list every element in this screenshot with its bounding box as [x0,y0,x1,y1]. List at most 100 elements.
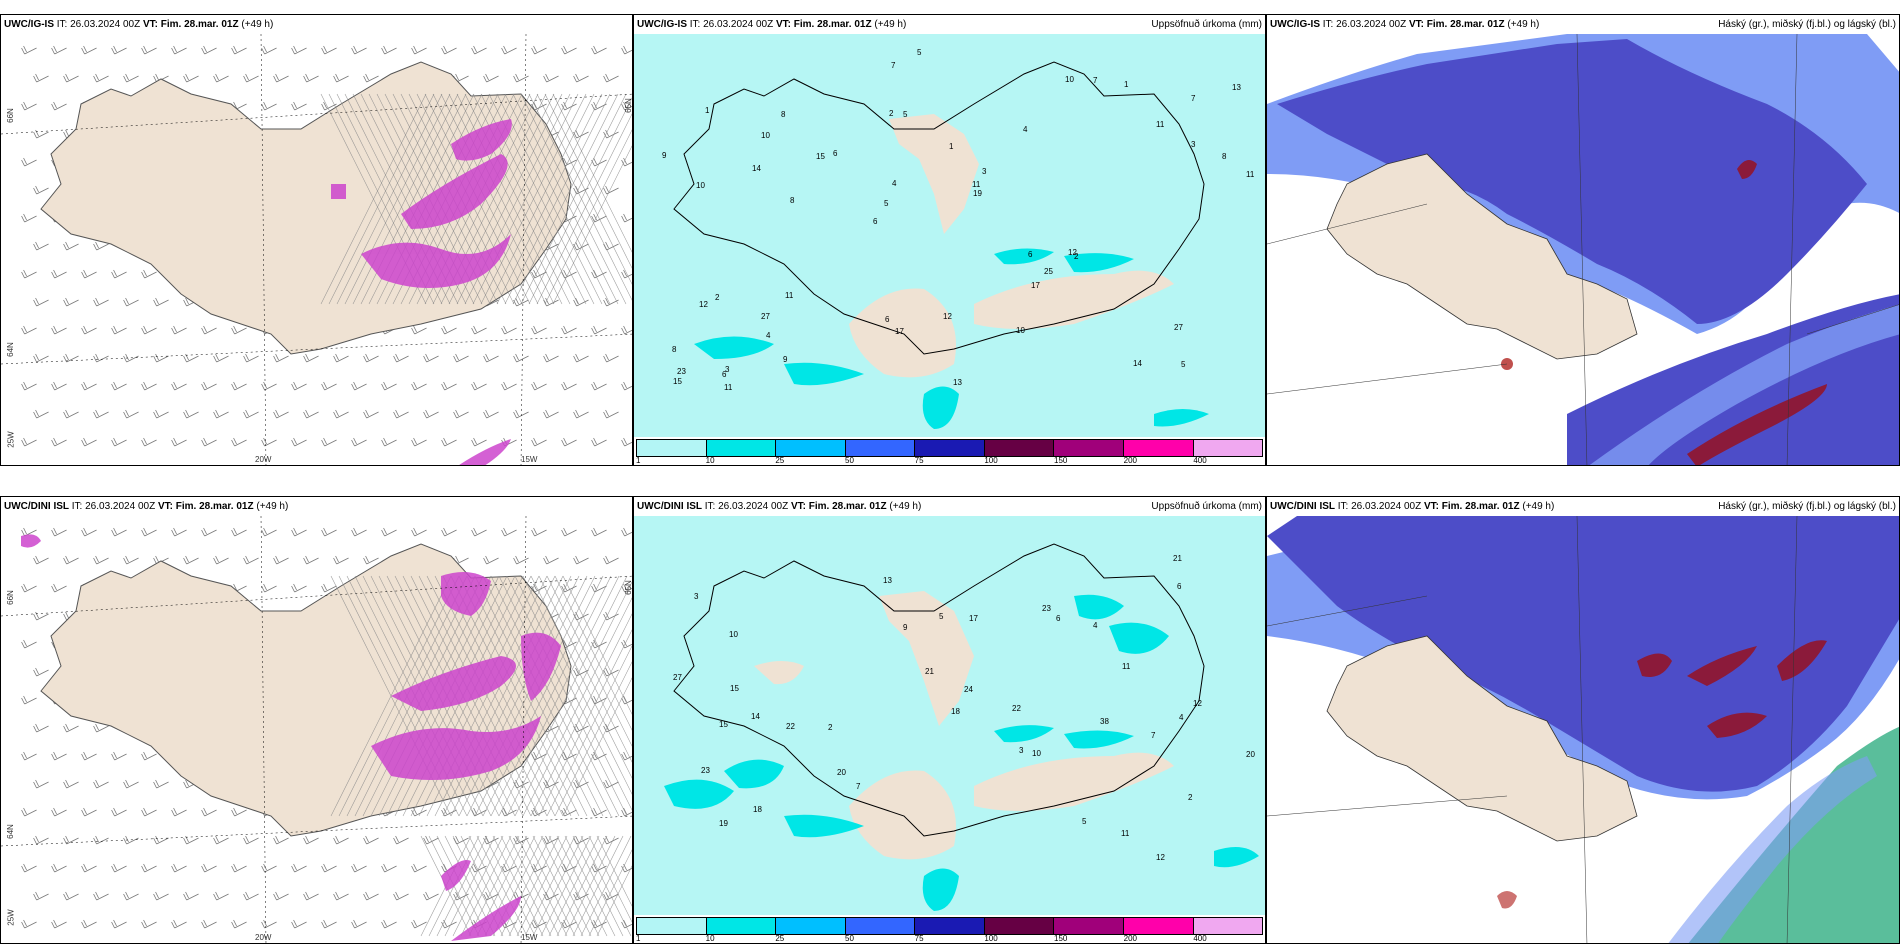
colorbar-tick-label: 50 [845,934,854,943]
wind-barb [333,891,349,901]
wind-barb [363,835,379,845]
wind-barb [561,325,577,335]
wind-barb [573,241,589,251]
header-left: UWC/DINI ISL IT: 26.03.2024 00Z VT: Fim.… [637,501,922,512]
wind-barb [393,409,409,419]
hatch-line [572,835,624,937]
hatch-line [460,835,512,937]
wind-barb [231,381,247,391]
header-right: Háský (gr.), miðský (fj.bl.) og lágský (… [1718,19,1896,30]
wind-barb [261,919,277,929]
wind-barb [621,751,632,761]
colorbar: 1 10 25 50 75 100 150 200 400 [634,915,1265,943]
precip-value-label: 5 [1082,817,1087,826]
iceland-landmass-visible [1326,635,1638,842]
wind-barb [351,381,367,391]
wind-barb [621,45,632,55]
precip-value-label: 14 [1133,359,1142,368]
wind-barb [621,639,632,649]
wind-barb [51,919,67,929]
hatch-line [556,835,608,937]
wind-barb [201,807,217,817]
wind-barb [21,583,37,593]
precip-value-label: 7 [1093,76,1098,85]
precip-value-label: 5 [939,612,944,621]
wind-barb [483,555,499,565]
colorbar-swatch [845,918,916,934]
precip-value-label: 2 [828,723,833,732]
wind-barb [291,919,307,929]
wind-barb [381,45,397,55]
wind-barb [603,353,619,363]
wind-barb [411,437,427,447]
hatch-line [496,93,603,305]
iceland-coastline [673,543,1205,837]
graticule [1,34,632,465]
wind-barb [531,381,547,391]
wind-precip-map [1,516,632,943]
header-left: UWC/DINI ISL IT: 26.03.2024 00Z VT: Fim.… [4,501,289,512]
panel-top-middle: UWC/IG-IS IT: 26.03.2024 00Z VT: Fim. 28… [633,14,1266,466]
precip-value-label: 27 [673,673,682,682]
wind-barb [291,863,307,873]
precip-value-label: 13 [953,378,962,387]
wind-barb [333,353,349,363]
wind-barb [441,527,457,537]
wind-barb [21,919,37,929]
precip-value-label: 10 [729,630,738,639]
colorbar-swatch [915,918,985,934]
precip-value-label: 3 [1019,746,1024,755]
hatch-line [506,575,628,817]
wind-barb [561,807,577,817]
wind-barb [303,835,319,845]
wind-barb [111,527,127,537]
colorbar-tick-label: 100 [984,934,998,943]
wind-barb [33,779,49,789]
hatch-line [328,93,435,305]
hatch-line [554,661,632,817]
wind-barb [441,437,457,447]
wind-barb [141,437,157,447]
iceland-landmass [889,114,979,234]
wind-barb [81,381,97,391]
wind-barb [591,437,607,447]
precip-value-label: 17 [969,614,978,623]
wind-barb [543,409,559,419]
wind-barb [171,381,187,391]
wind-barb [21,751,37,761]
wind-barb [453,835,469,845]
wind-barb [141,381,157,391]
wind-barb [531,45,547,55]
wind-barb [21,639,37,649]
wind-barb [513,353,529,363]
precip-value-label: 21 [1173,554,1182,563]
colorbar-swatch [1123,440,1194,456]
panel-header: UWC/IG-IS IT: 26.03.2024 00Z VT: Fim. 28… [1,15,632,34]
precip-value-label: 22 [1012,704,1021,713]
wind-barb [21,807,37,817]
colorbar-tick-label: 75 [914,934,924,943]
wind-barb [51,101,67,111]
wind-barb [591,157,607,167]
wind-barb [603,409,619,419]
header-left: UWC/IG-IS IT: 26.03.2024 00Z VT: Fim. 28… [1270,19,1540,30]
precip-value-label: 18 [951,707,960,716]
wind-barb [531,527,547,537]
colorbar-swatch [1123,918,1194,934]
wind-barb [561,45,577,55]
wind-barb [603,891,619,901]
wind-barb [213,835,229,845]
wind-barb [21,45,37,55]
wind-barb [243,353,259,363]
cloud-map [1267,516,1899,943]
wind-barb [543,835,559,845]
precip-value-label: 7 [891,61,896,70]
wind-barb [153,835,169,845]
wind-barb [123,835,139,845]
wind-barb [21,101,37,111]
lat-label: 66N [5,590,15,605]
hatch-line [596,865,632,937]
panel-header: UWC/IG-IS IT: 26.03.2024 00Z VT: Fim. 28… [634,15,1265,34]
wind-barb [591,325,607,335]
